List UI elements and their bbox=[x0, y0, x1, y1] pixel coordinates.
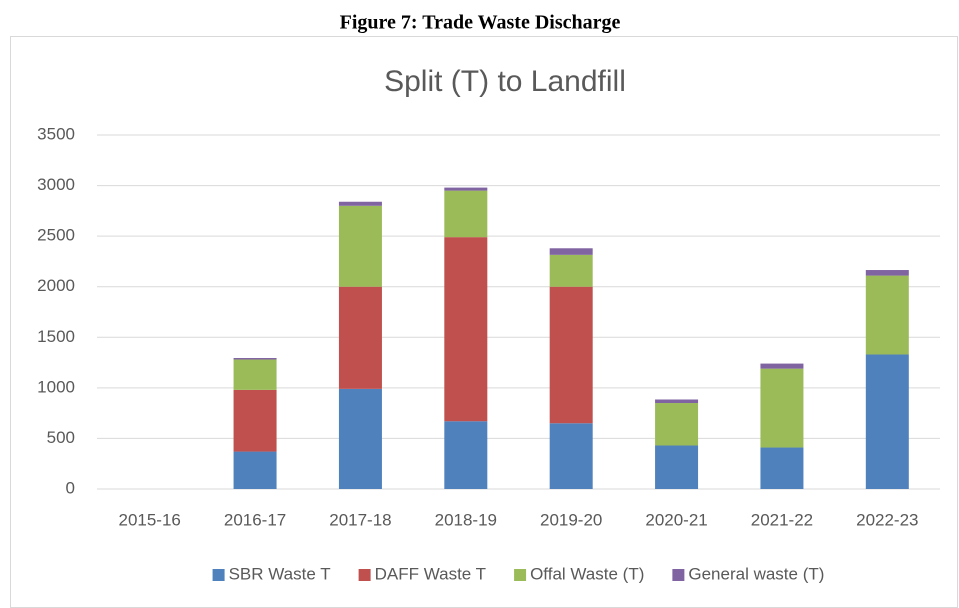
bar-segment bbox=[655, 399, 699, 404]
x-tick-label: 2019-20 bbox=[540, 510, 602, 529]
bar-segment bbox=[655, 445, 699, 489]
bar-segment bbox=[865, 275, 909, 355]
legend-label: DAFF Waste T bbox=[375, 564, 486, 583]
y-tick-label: 500 bbox=[47, 428, 75, 447]
y-tick-label: 1500 bbox=[37, 327, 75, 346]
bar-segment bbox=[549, 248, 593, 255]
x-tick-label: 2017-18 bbox=[329, 510, 391, 529]
bar-segment bbox=[233, 359, 277, 390]
bar-segment bbox=[549, 254, 593, 287]
legend: SBR Waste T DAFF Waste T Offal Waste (T) Ge… bbox=[212, 564, 824, 583]
bar-segment bbox=[338, 388, 382, 489]
chart-title: Split (T) to Landfill bbox=[384, 65, 626, 98]
legend-label: SBR Waste T bbox=[229, 564, 331, 583]
bar-segment bbox=[444, 237, 488, 422]
x-tick-label: 2021-22 bbox=[751, 510, 813, 529]
bar-segment bbox=[549, 423, 593, 489]
bar-segment bbox=[338, 201, 382, 206]
x-tick-label: 2020-21 bbox=[645, 510, 707, 529]
x-tick-label: 2018-19 bbox=[435, 510, 497, 529]
bar-segment bbox=[760, 447, 804, 489]
bar-segment bbox=[338, 205, 382, 287]
x-tick-label: 2022-23 bbox=[856, 510, 918, 529]
bar-segment bbox=[233, 451, 277, 489]
bar-segment bbox=[655, 403, 699, 446]
figure-caption: Figure 7: Trade Waste Discharge bbox=[340, 12, 621, 34]
bar-segment bbox=[444, 187, 488, 191]
bar-segment bbox=[865, 270, 909, 276]
bar-segment bbox=[549, 286, 593, 424]
bar-segment bbox=[444, 421, 488, 489]
y-tick-label: 0 bbox=[66, 478, 75, 497]
x-tick-label: 2015-16 bbox=[118, 510, 180, 529]
bar-segment bbox=[865, 354, 909, 489]
legend-swatch bbox=[358, 569, 371, 581]
y-tick-label: 3000 bbox=[37, 175, 75, 194]
legend-label: General waste (T) bbox=[688, 564, 824, 583]
legend-swatch bbox=[672, 569, 685, 581]
x-tick-label: 2016-17 bbox=[224, 510, 286, 529]
y-tick-label: 2500 bbox=[37, 226, 75, 245]
legend-label: Offal Waste (T) bbox=[530, 564, 644, 583]
bar-segment bbox=[760, 368, 804, 448]
bar-segment bbox=[233, 358, 277, 360]
y-tick-label: 1000 bbox=[37, 377, 75, 396]
legend-swatch bbox=[212, 569, 225, 581]
y-tick-label: 2000 bbox=[37, 276, 75, 295]
bar-segment bbox=[233, 389, 277, 452]
bar-segment bbox=[338, 286, 382, 389]
bar-segment bbox=[760, 363, 804, 369]
bar-segment bbox=[444, 190, 488, 238]
y-tick-label: 3500 bbox=[37, 124, 75, 143]
legend-swatch bbox=[514, 569, 527, 581]
